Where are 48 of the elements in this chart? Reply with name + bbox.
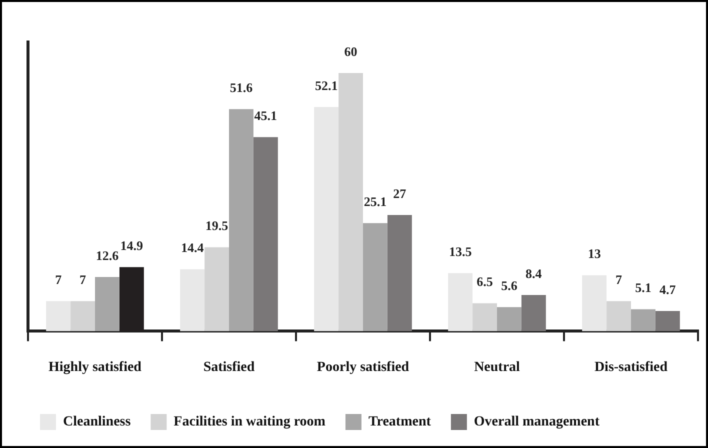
- bar: [521, 295, 546, 332]
- data-label: 19.5: [205, 218, 229, 234]
- x-tick-label: Satisfied: [203, 360, 255, 376]
- data-label: 14.9: [120, 238, 144, 253]
- bar: [448, 273, 473, 332]
- bar: [229, 109, 254, 332]
- data-label: 52.1: [314, 78, 338, 93]
- legend-label: Cleanliness: [63, 414, 132, 430]
- x-tick-label: Neutral: [474, 360, 520, 376]
- bar: [655, 310, 680, 332]
- x-tick-label: Dis-satisfied: [594, 360, 668, 376]
- legend-label: Overall management: [474, 414, 600, 430]
- bar: [387, 215, 412, 332]
- bar: [253, 137, 278, 332]
- bar: [314, 106, 339, 332]
- data-label: 45.1: [254, 108, 278, 123]
- data-label: 6.5: [476, 274, 494, 290]
- bar: [497, 307, 522, 332]
- data-label: 25.1: [364, 194, 387, 210]
- bar: [631, 309, 656, 332]
- data-label: 7: [616, 272, 623, 287]
- data-label: 13: [588, 246, 602, 262]
- data-label: 27: [393, 186, 407, 201]
- legend-label: Treatment: [368, 414, 432, 430]
- data-label: 8.4: [526, 266, 542, 281]
- bar: [204, 247, 229, 332]
- data-label: 51.6: [230, 80, 254, 95]
- bar: [582, 275, 607, 332]
- data-label: 12.6: [96, 248, 120, 263]
- data-label: 14.4: [180, 240, 204, 256]
- data-label: 60: [344, 44, 358, 59]
- data-label: 7: [55, 272, 62, 287]
- data-label: 5.6: [501, 278, 518, 293]
- bar: [95, 276, 120, 332]
- data-label: 4.7: [660, 282, 676, 297]
- bar: [180, 269, 205, 332]
- bar: [338, 72, 363, 332]
- x-tick-label: Poorly satisfied: [316, 360, 410, 376]
- data-label: 13.5: [448, 244, 472, 259]
- bar: [46, 301, 71, 332]
- x-tick-label: Highly satisfied: [48, 360, 142, 376]
- legend-label: Facilities in waiting room: [174, 414, 326, 430]
- bar: [363, 223, 388, 332]
- bar: [70, 301, 95, 332]
- bar: [472, 303, 497, 332]
- data-label: 5.1: [635, 280, 652, 296]
- bar: [606, 301, 631, 332]
- data-label: 7: [80, 272, 87, 287]
